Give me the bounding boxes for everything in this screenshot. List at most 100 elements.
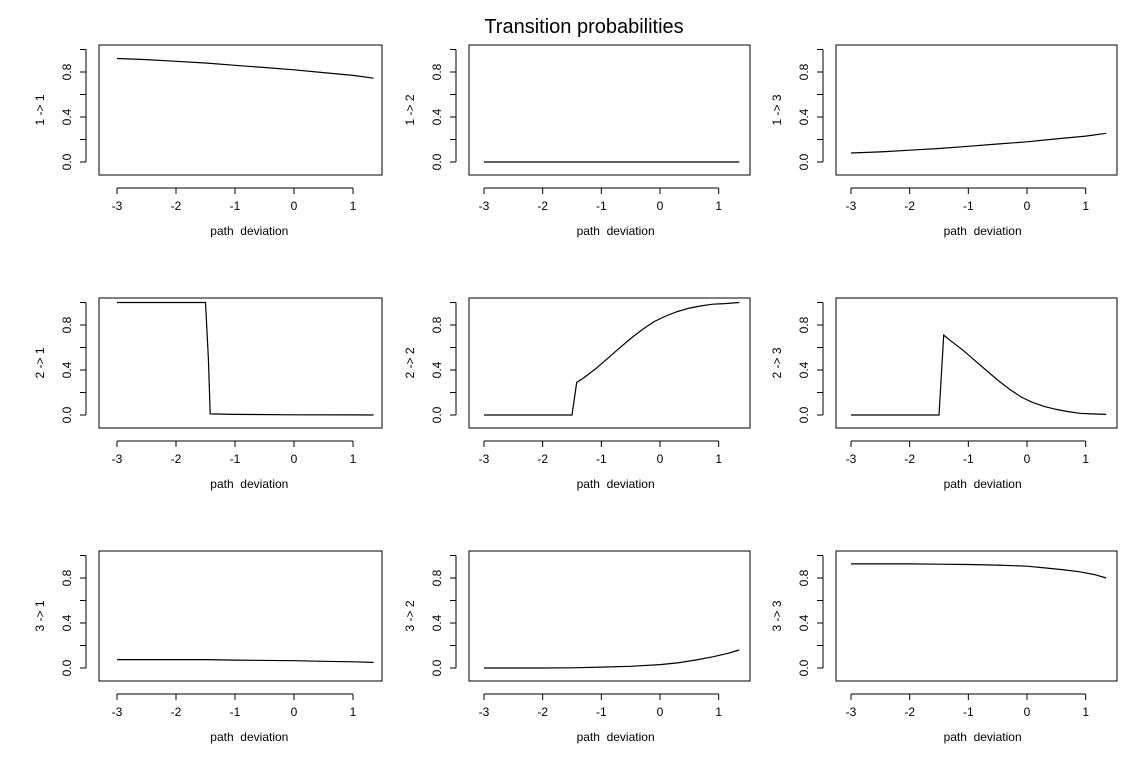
y-tick-label: 0.0: [60, 406, 74, 423]
x-tick-label: 0: [1024, 705, 1031, 719]
x-tick-label: -3: [112, 705, 123, 719]
x-tick-label: -2: [537, 452, 548, 466]
series-line: [850, 132, 1107, 154]
y-tick-label: 0.0: [430, 153, 444, 170]
x-tick-label: -2: [537, 199, 548, 213]
x-tick-label: 1: [715, 452, 722, 466]
y-tick-label: 0.4: [430, 108, 444, 125]
panel-1-to-2: -3 -2 -1 0 1 0.0 0.4 0.8 path deviation 1 -> 2: [403, 44, 751, 238]
y-tick-label: 0.8: [430, 316, 444, 333]
series-line: [851, 563, 1107, 579]
x-tick-label: -1: [230, 705, 241, 719]
y-tick-label: 0.0: [797, 659, 811, 676]
x-tick-label: 1: [350, 452, 357, 466]
x-tick-label: -1: [963, 199, 974, 213]
x-tick-label: 1: [1082, 705, 1089, 719]
x-tick-label: -1: [596, 452, 607, 466]
y-tick-label: 0.4: [60, 108, 74, 125]
x-tick-label: 0: [291, 452, 298, 466]
y-axis-title: 1 -> 1: [33, 94, 47, 125]
x-tick-label: -2: [171, 705, 182, 719]
y-tick-label: 0.8: [60, 63, 74, 80]
x-tick-label: 0: [657, 199, 664, 213]
y-tick-label: 0.0: [60, 659, 74, 676]
x-axis-title: path deviation: [577, 224, 655, 238]
y-tick-label: 0.4: [60, 614, 74, 631]
x-tick-label: -1: [230, 199, 241, 213]
y-tick-label: 0.8: [430, 63, 444, 80]
y-tick-label: 0.4: [797, 108, 811, 125]
figure-title: Transition probabilities: [484, 16, 684, 38]
y-tick-label: 0.8: [797, 316, 811, 333]
plot-frame: [98, 297, 383, 429]
x-tick-label: 1: [715, 199, 722, 213]
x-tick-label: -2: [171, 452, 182, 466]
plot-frame: [468, 44, 751, 176]
plot-frame: [835, 44, 1118, 176]
x-axis-title: path deviation: [944, 477, 1022, 491]
panel-3-to-3: -3 -2 -1 0 1 0.0 0.4 0.8 path deviation 3 -> 3: [770, 550, 1118, 744]
y-axis-title: 2 -> 2: [403, 347, 417, 378]
y-axis-title: 3 -> 3: [770, 600, 784, 631]
x-tick-label: -3: [479, 705, 490, 719]
x-tick-label: 0: [291, 199, 298, 213]
y-tick-label: 0.8: [60, 569, 74, 586]
y-tick-label: 0.0: [797, 406, 811, 423]
plot-frame: [468, 550, 751, 682]
x-tick-label: -2: [537, 705, 548, 719]
x-tick-label: -1: [230, 452, 241, 466]
x-tick-label: -1: [596, 705, 607, 719]
y-tick-label: 0.8: [430, 569, 444, 586]
x-tick-label: 1: [350, 705, 357, 719]
plot-frame: [835, 297, 1118, 429]
panel-1-to-1: -3 -2 -1 0 1 0.0 0.4 0.8 path deviation 1 -> 1: [33, 44, 383, 238]
series-line: [116, 57, 374, 79]
x-tick-label: 0: [657, 705, 664, 719]
x-tick-label: 1: [1082, 199, 1089, 213]
panel-3-to-2: -3 -2 -1 0 1 0.0 0.4 0.8 path deviation 3 -> 2: [403, 550, 751, 744]
x-tick-label: -1: [596, 199, 607, 213]
y-tick-label: 0.4: [797, 614, 811, 631]
y-tick-label: 0.8: [797, 63, 811, 80]
x-tick-label: -2: [904, 705, 915, 719]
plot-frame: [98, 550, 383, 682]
y-tick-label: 0.8: [797, 569, 811, 586]
y-tick-label: 0.4: [797, 361, 811, 378]
series-line: [117, 658, 374, 663]
x-tick-label: -3: [846, 199, 857, 213]
series-line: [117, 301, 374, 416]
x-tick-label: -3: [112, 199, 123, 213]
x-axis-title: path deviation: [577, 730, 655, 744]
x-tick-label: 0: [657, 452, 664, 466]
y-tick-label: 0.4: [430, 361, 444, 378]
panel-2-to-3: -3 -2 -1 0 1 0.0 0.4 0.8 path deviation 2 -> 3: [770, 297, 1118, 491]
x-tick-label: -2: [171, 199, 182, 213]
x-tick-label: 0: [291, 705, 298, 719]
panel-3-to-1: -3 -2 -1 0 1 0.0 0.4 0.8 path deviation 3 -> 1: [33, 550, 383, 744]
y-axis-title: 3 -> 1: [33, 600, 47, 631]
x-tick-label: 1: [715, 705, 722, 719]
y-axis-title: 2 -> 1: [33, 347, 47, 378]
x-tick-label: 0: [1024, 452, 1031, 466]
x-axis-title: path deviation: [944, 730, 1022, 744]
y-tick-label: 0.8: [60, 316, 74, 333]
x-axis-title: path deviation: [210, 730, 288, 744]
x-tick-label: 1: [350, 199, 357, 213]
x-axis-title: path deviation: [210, 477, 288, 491]
x-tick-label: 0: [1024, 199, 1031, 213]
y-axis-title: 1 -> 3: [770, 94, 784, 125]
x-tick-label: -2: [904, 199, 915, 213]
panel-2-to-1: -3 -2 -1 0 1 0.0 0.4 0.8 path deviation 2 -> 1: [33, 297, 383, 491]
x-axis-title: path deviation: [210, 224, 288, 238]
panel-1-to-3: -3 -2 -1 0 1 0.0 0.4 0.8 path deviation 1 -> 3: [770, 44, 1118, 238]
y-tick-label: 0.4: [60, 361, 74, 378]
x-tick-label: -3: [479, 452, 490, 466]
x-tick-label: -1: [963, 705, 974, 719]
x-tick-label: 1: [1082, 452, 1089, 466]
y-axis-title: 1 -> 2: [403, 94, 417, 125]
y-axis-title: 2 -> 3: [770, 347, 784, 378]
x-axis-title: path deviation: [944, 224, 1022, 238]
y-tick-label: 0.0: [430, 406, 444, 423]
